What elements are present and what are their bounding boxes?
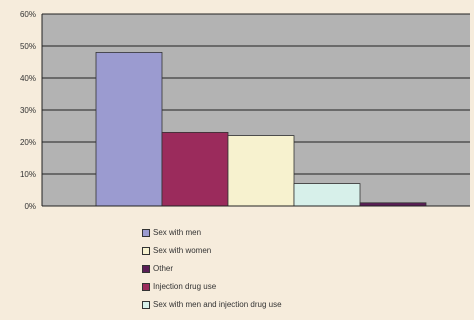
bar-sex-with-women xyxy=(227,135,295,207)
bar-sex-with-men xyxy=(95,52,163,207)
y-tick-label: 30% xyxy=(20,106,36,115)
y-tick-label: 40% xyxy=(20,74,36,83)
legend-swatch xyxy=(142,247,150,255)
y-tick-label: 50% xyxy=(20,42,36,51)
chart-legend: Sex with men Sex with women Other Injection… xyxy=(142,224,282,314)
legend-item: Injection drug use xyxy=(142,278,282,296)
legend-item: Sex with women xyxy=(142,242,282,260)
legend-label: Other xyxy=(153,264,174,273)
bar-sex-with-men-and-injection-drug-use xyxy=(293,183,361,207)
legend-swatch xyxy=(142,229,150,237)
legend-label: Injection drug use xyxy=(153,282,217,291)
legend-label: Sex with men and injection drug use xyxy=(153,300,282,309)
legend-swatch xyxy=(142,283,150,291)
legend-swatch xyxy=(142,301,150,309)
legend-swatch xyxy=(142,265,150,273)
y-tick-label: 60% xyxy=(20,10,36,19)
bar-injection-drug-use xyxy=(161,131,229,207)
y-tick-label: 0% xyxy=(24,202,36,211)
legend-item: Sex with men xyxy=(142,224,282,242)
y-tick-label: 10% xyxy=(20,170,36,179)
bar-chart: 0% 10% 20% 30% 40% 50% 60% xyxy=(20,10,470,211)
legend-item: Sex with men and injection drug use xyxy=(142,296,282,314)
y-tick-label: 20% xyxy=(20,138,36,147)
legend-item: Other xyxy=(142,260,282,278)
legend-label: Sex with men xyxy=(153,228,202,237)
chart-area: 0% 10% 20% 30% 40% 50% 60% xyxy=(20,10,470,211)
legend-label: Sex with women xyxy=(153,246,212,255)
